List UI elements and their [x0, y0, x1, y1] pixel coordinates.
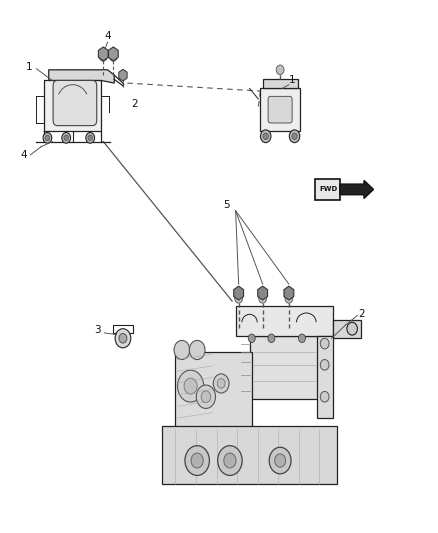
Circle shape	[189, 341, 205, 360]
Circle shape	[62, 133, 71, 143]
Polygon shape	[284, 286, 294, 300]
Circle shape	[275, 454, 286, 467]
Polygon shape	[258, 286, 268, 300]
Circle shape	[298, 334, 305, 343]
Circle shape	[268, 334, 275, 343]
Circle shape	[191, 453, 203, 468]
Circle shape	[213, 374, 229, 393]
Text: 4: 4	[20, 150, 27, 159]
FancyBboxPatch shape	[315, 179, 340, 199]
FancyArrow shape	[340, 180, 374, 198]
Text: 5: 5	[223, 200, 230, 210]
Bar	[317, 336, 332, 418]
Text: FWD: FWD	[319, 187, 337, 192]
Circle shape	[263, 133, 268, 140]
Circle shape	[45, 135, 49, 141]
Circle shape	[235, 294, 243, 303]
Bar	[237, 306, 332, 336]
Circle shape	[292, 133, 297, 140]
Circle shape	[285, 294, 293, 303]
Circle shape	[289, 130, 300, 143]
Circle shape	[276, 65, 284, 75]
Circle shape	[86, 133, 95, 143]
Circle shape	[201, 391, 211, 402]
Circle shape	[43, 133, 52, 143]
Circle shape	[196, 385, 215, 408]
Polygon shape	[119, 69, 127, 81]
Circle shape	[320, 338, 329, 349]
Circle shape	[99, 52, 107, 61]
Circle shape	[119, 334, 127, 343]
Text: 1: 1	[26, 62, 33, 72]
Text: 2: 2	[131, 99, 138, 109]
Text: 4: 4	[105, 31, 111, 41]
Polygon shape	[109, 47, 118, 61]
Circle shape	[347, 322, 357, 335]
Bar	[175, 352, 252, 429]
Bar	[250, 336, 319, 399]
Text: 1: 1	[289, 75, 296, 85]
Circle shape	[88, 135, 92, 141]
Circle shape	[224, 453, 236, 468]
Circle shape	[177, 370, 204, 402]
Polygon shape	[49, 70, 114, 83]
Text: 3: 3	[95, 325, 101, 335]
FancyBboxPatch shape	[268, 96, 292, 123]
Circle shape	[320, 391, 329, 402]
Circle shape	[184, 378, 197, 394]
Circle shape	[320, 360, 329, 370]
Polygon shape	[99, 47, 108, 61]
Bar	[263, 79, 297, 88]
Circle shape	[218, 446, 242, 475]
Text: 2: 2	[359, 309, 365, 319]
Circle shape	[259, 294, 267, 303]
Circle shape	[261, 130, 271, 143]
Bar	[261, 88, 300, 131]
Polygon shape	[44, 80, 101, 131]
Bar	[162, 426, 337, 484]
Polygon shape	[234, 286, 244, 300]
Circle shape	[269, 447, 291, 474]
FancyBboxPatch shape	[53, 80, 97, 126]
Circle shape	[217, 378, 225, 388]
Circle shape	[248, 334, 255, 343]
Circle shape	[185, 446, 209, 475]
Circle shape	[64, 135, 68, 141]
Circle shape	[110, 52, 117, 61]
Circle shape	[115, 329, 131, 348]
Bar	[332, 320, 361, 338]
Circle shape	[174, 341, 190, 360]
